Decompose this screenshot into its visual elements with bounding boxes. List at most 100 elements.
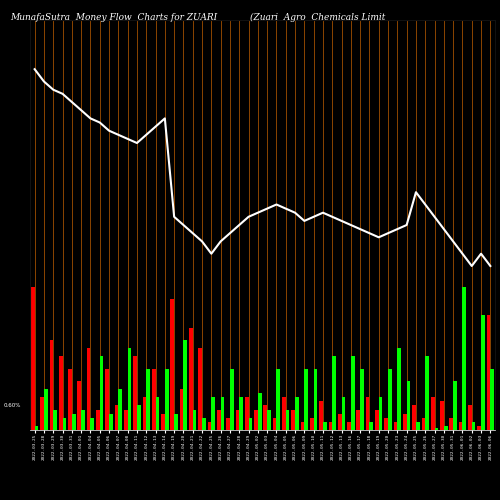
Bar [356,410,360,430]
Bar [245,397,248,430]
Bar [86,348,90,430]
Bar [53,410,57,430]
Bar [189,328,193,430]
Bar [304,368,308,430]
Bar [323,422,326,430]
Bar [109,414,113,430]
Bar [50,340,53,430]
Bar [170,299,174,430]
Bar [161,414,165,430]
Bar [370,422,373,430]
Bar [379,397,382,430]
Bar [295,397,299,430]
Bar [267,410,271,430]
Bar [152,368,156,430]
Bar [319,402,323,430]
Bar [44,389,48,430]
Bar [403,414,406,430]
Bar [230,368,234,430]
Bar [394,422,398,430]
Bar [478,426,481,430]
Bar [310,418,314,430]
Bar [360,368,364,430]
Bar [254,410,258,430]
Bar [202,418,206,430]
Bar [481,315,485,430]
Bar [486,315,490,430]
Bar [431,397,434,430]
Bar [220,397,224,430]
Bar [272,418,276,430]
Bar [347,422,351,430]
Bar [180,389,184,430]
Bar [490,368,494,430]
Bar [264,406,267,430]
Bar [468,406,471,430]
Bar [226,418,230,430]
Bar [78,381,81,430]
Bar [351,356,354,430]
Bar [434,428,438,430]
Bar [34,426,38,430]
Bar [146,368,150,430]
Bar [440,402,444,430]
Bar [128,348,132,430]
Bar [156,397,160,430]
Bar [258,393,262,430]
Bar [142,397,146,430]
Bar [398,348,401,430]
Bar [416,422,420,430]
Bar [240,397,243,430]
Bar [276,368,280,430]
Bar [282,397,286,430]
Bar [248,418,252,430]
Bar [90,418,94,430]
Bar [300,422,304,430]
Bar [40,397,44,430]
Bar [96,410,100,430]
Bar [62,418,66,430]
Bar [72,414,76,430]
Bar [114,406,118,430]
Bar [81,410,85,430]
Bar [198,348,202,430]
Bar [286,410,290,430]
Bar [100,356,103,430]
Bar [165,368,168,430]
Bar [208,422,212,430]
Bar [332,356,336,430]
Bar [174,414,178,430]
Bar [124,410,128,430]
Bar [406,381,410,430]
Bar [472,422,476,430]
Bar [31,286,34,430]
Bar [366,397,370,430]
Text: 0.60%: 0.60% [4,403,20,408]
Bar [137,406,140,430]
Bar [453,381,457,430]
Text: (Zuari  Agro  Chemicals Limit: (Zuari Agro Chemicals Limit [250,12,386,22]
Bar [106,368,109,430]
Bar [68,368,72,430]
Bar [458,422,462,430]
Bar [338,414,342,430]
Bar [388,368,392,430]
Bar [133,356,137,430]
Bar [193,410,196,430]
Bar [450,418,453,430]
Bar [314,368,318,430]
Bar [59,356,62,430]
Text: MunafaSutra  Money Flow  Charts for ZUARI: MunafaSutra Money Flow Charts for ZUARI [10,12,217,22]
Bar [422,418,425,430]
Bar [212,397,215,430]
Bar [184,340,187,430]
Bar [384,418,388,430]
Bar [328,422,332,430]
Bar [292,410,295,430]
Bar [236,410,240,430]
Bar [217,410,220,430]
Bar [412,406,416,430]
Bar [462,286,466,430]
Bar [444,426,448,430]
Bar [425,356,429,430]
